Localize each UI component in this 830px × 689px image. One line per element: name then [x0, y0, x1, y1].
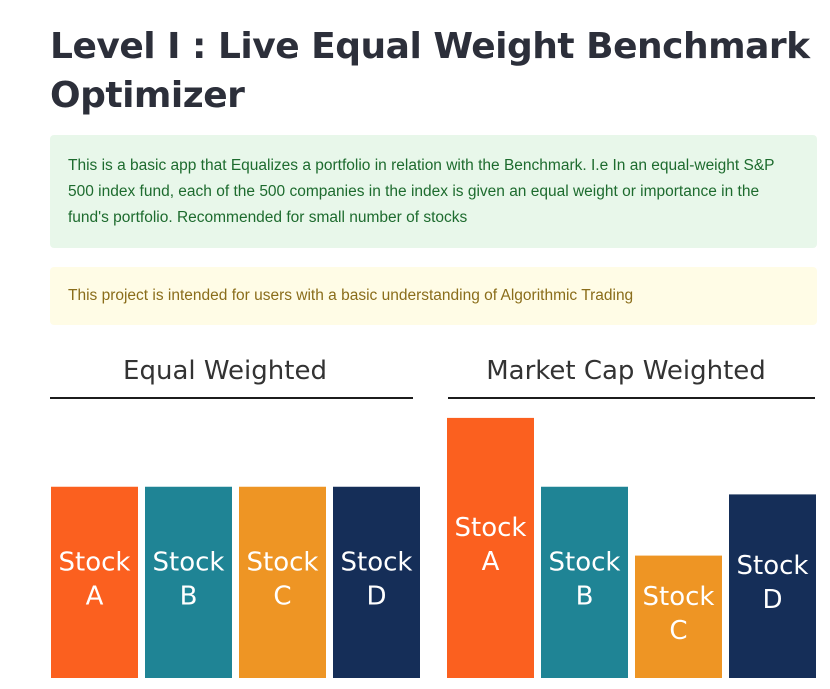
page-title: Level I : Live Equal Weight Benchmark Op… [50, 26, 810, 116]
chart-title: Equal Weighted [123, 356, 327, 386]
bar-label: Stock D [341, 547, 413, 611]
bar-stock-b [541, 486, 628, 678]
chart-panel-market-cap-weighted: Market Cap Weighted Stock A Stock B Stock C Sto… [447, 356, 816, 678]
warning-alert: This project is intended for users with … [50, 267, 817, 325]
bar-label: Stock C [247, 547, 319, 611]
bar-label: Stock B [153, 547, 225, 611]
bar-label: Stock A [455, 513, 527, 577]
bar-label: Stock B [549, 547, 621, 611]
bar-stock-c [635, 555, 722, 678]
bar-label: Stock D [737, 551, 809, 615]
info-alert-text: This is a basic app that Equalizes a por… [68, 157, 775, 226]
bar-label: Stock A [59, 547, 131, 611]
info-alert: This is a basic app that Equalizes a por… [50, 135, 817, 248]
bar-stock-d [729, 494, 816, 678]
warning-alert-text: This project is intended for users with … [68, 287, 634, 304]
bar-stock-a [447, 417, 534, 678]
chart-title: Market Cap Weighted [486, 356, 766, 386]
bar-stock-b [145, 486, 232, 678]
bar-stock-a [51, 486, 138, 678]
bar-label: Stock C [643, 582, 715, 646]
chart-panel-equal-weighted: Equal Weighted Stock A Stock B Stock C Stock D [50, 356, 420, 678]
bar-stock-d [333, 486, 420, 678]
bar-stock-c [239, 486, 326, 678]
